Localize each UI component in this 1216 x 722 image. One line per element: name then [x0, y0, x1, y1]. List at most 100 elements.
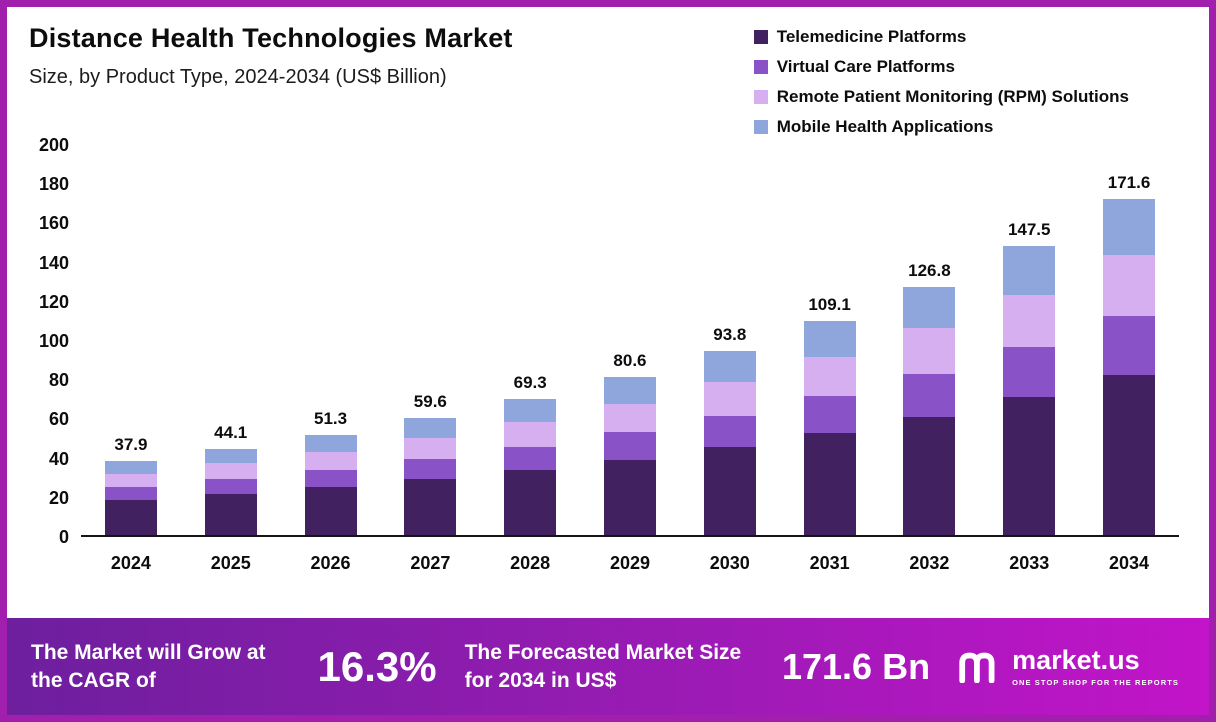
bar-column: 93.8 [680, 325, 780, 535]
bar-segment [1003, 245, 1056, 295]
legend-swatch [753, 90, 768, 104]
forecast-value: 171.6 Bn [781, 645, 931, 687]
bar-column: 109.1 [780, 295, 880, 535]
bar-column: 171.6 [1079, 173, 1179, 535]
bar-segment [204, 463, 257, 479]
bar-total-label: 126.8 [908, 260, 951, 280]
bar-segment [404, 479, 457, 535]
bar-segment [504, 470, 557, 535]
x-axis-label: 2027 [410, 553, 451, 573]
bar-segment [603, 377, 656, 404]
bar-segment [603, 403, 656, 433]
bar-column: 44.1 [181, 423, 281, 535]
bar-segment [603, 459, 656, 535]
bar-segment [803, 321, 856, 358]
x-axis-label: 2024 [110, 553, 151, 573]
bar-column: 51.3 [281, 409, 381, 535]
bar-segment [204, 478, 257, 494]
legend: Telemedicine Platforms Virtual Care Platf… [753, 23, 1183, 137]
footer-banner: The Market will Grow at the CAGR of 16.3… [7, 618, 1209, 715]
stacked-bar [104, 460, 157, 535]
bar-segment [304, 451, 357, 470]
bar-segment [1003, 397, 1056, 535]
x-axis-label: 2028 [510, 553, 551, 573]
y-axis: 0 20 40 60 80 100 120 140 160 180 200 [21, 135, 81, 547]
bar-segment [703, 382, 756, 416]
page-subtitle: Size, by Product Type, 2024-2034 (US$ Bi… [29, 66, 447, 88]
x-axis-label: 2025 [210, 553, 251, 573]
stacked-bar [603, 377, 656, 535]
bar-column: 126.8 [880, 261, 980, 535]
stacked-bar [304, 434, 357, 535]
bar-column: 147.5 [979, 220, 1079, 535]
y-tick-label: 140 [38, 252, 69, 273]
y-tick-label: 200 [38, 135, 69, 155]
bar-segment [304, 469, 357, 488]
chart-area: 0 20 40 60 80 100 120 140 160 180 200 37.9 44.1 51.3… [7, 135, 1209, 574]
stacked-bar [1103, 198, 1156, 535]
y-tick-label: 0 [58, 527, 69, 547]
bar-segment [504, 399, 557, 423]
header: Distance Health Technologies Market Size… [7, 7, 1209, 141]
stacked-bar [504, 399, 557, 535]
legend-item: Mobile Health Applications [753, 117, 1129, 137]
market-us-logo-icon [958, 651, 1000, 683]
bar-segment [1103, 316, 1156, 375]
stacked-bar [404, 418, 457, 535]
bar-column: 59.6 [380, 392, 480, 535]
y-tick-label: 20 [48, 487, 69, 508]
legend-swatch [753, 30, 768, 44]
brand-name: market.us [1012, 644, 1140, 675]
y-tick-label: 160 [38, 213, 69, 234]
y-tick-label: 180 [38, 174, 69, 195]
y-tick-label: 40 [48, 448, 69, 469]
bar-column: 69.3 [480, 373, 580, 535]
bar-segment [304, 434, 357, 452]
bar-segment [404, 418, 457, 438]
legend-item: Virtual Care Platforms [753, 57, 1129, 77]
bar-segment [803, 433, 856, 535]
x-axis-label: 2031 [809, 553, 850, 573]
plot-wrap: 37.9 44.1 51.3 59.6 69.3 80.6 93.8 109.1 126.8 14… [81, 145, 1179, 574]
bar-segment [404, 459, 457, 480]
stacked-bar [903, 286, 956, 535]
brand-tagline: ONE STOP SHOP FOR THE REPORTS [1012, 677, 1179, 687]
page-title: Distance Health Technologies Market [29, 23, 513, 53]
bar-total-label: 171.6 [1107, 172, 1151, 192]
bar-segment [903, 416, 956, 535]
bar-segment [504, 422, 557, 447]
bar-total-label: 80.6 [613, 351, 647, 371]
bar-total-label: 93.8 [713, 325, 747, 345]
stacked-bar [703, 351, 756, 535]
stacked-bar [1003, 245, 1056, 535]
bar-segment [504, 446, 557, 471]
title-block: Distance Health Technologies Market Size… [29, 23, 513, 137]
bar-total-label: 69.3 [513, 373, 547, 393]
bar-segment [1103, 374, 1156, 535]
legend-label: Virtual Care Platforms [776, 57, 955, 76]
bar-total-label: 59.6 [413, 392, 447, 412]
y-tick-label: 80 [48, 370, 69, 391]
legend-swatch [753, 120, 768, 134]
bar-total-label: 109.1 [808, 295, 851, 315]
bar-segment [104, 487, 157, 500]
x-axis-label: 2026 [310, 553, 351, 573]
x-axis-label: 2034 [1109, 553, 1150, 573]
bar-segment [204, 493, 257, 535]
bar-segment [1003, 294, 1056, 348]
bar-segment [1103, 255, 1156, 317]
bar-segment [903, 328, 956, 374]
bar-column: 80.6 [580, 351, 680, 535]
cagr-value: 16.3% [317, 642, 437, 690]
legend-label: Mobile Health Applications [776, 117, 994, 136]
legend-label: Telemedicine Platforms [776, 27, 967, 46]
x-axis-label: 2033 [1009, 553, 1050, 573]
bar-segment [1103, 198, 1156, 256]
bar-segment [703, 447, 756, 535]
x-axis-label: 2030 [709, 553, 750, 573]
legend-label: Remote Patient Monitoring (RPM) Solution… [776, 87, 1129, 106]
bar-segment [204, 448, 257, 464]
stacked-bar [803, 321, 856, 535]
x-axis: 2024 2025 2026 2027 2028 2029 2030 2031 2032 2033… [81, 553, 1179, 574]
bar-segment [1003, 347, 1056, 398]
